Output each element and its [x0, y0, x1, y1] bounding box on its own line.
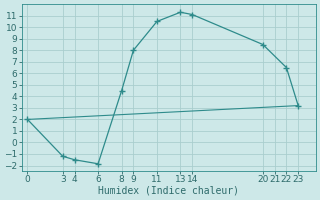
X-axis label: Humidex (Indice chaleur): Humidex (Indice chaleur): [98, 186, 239, 196]
